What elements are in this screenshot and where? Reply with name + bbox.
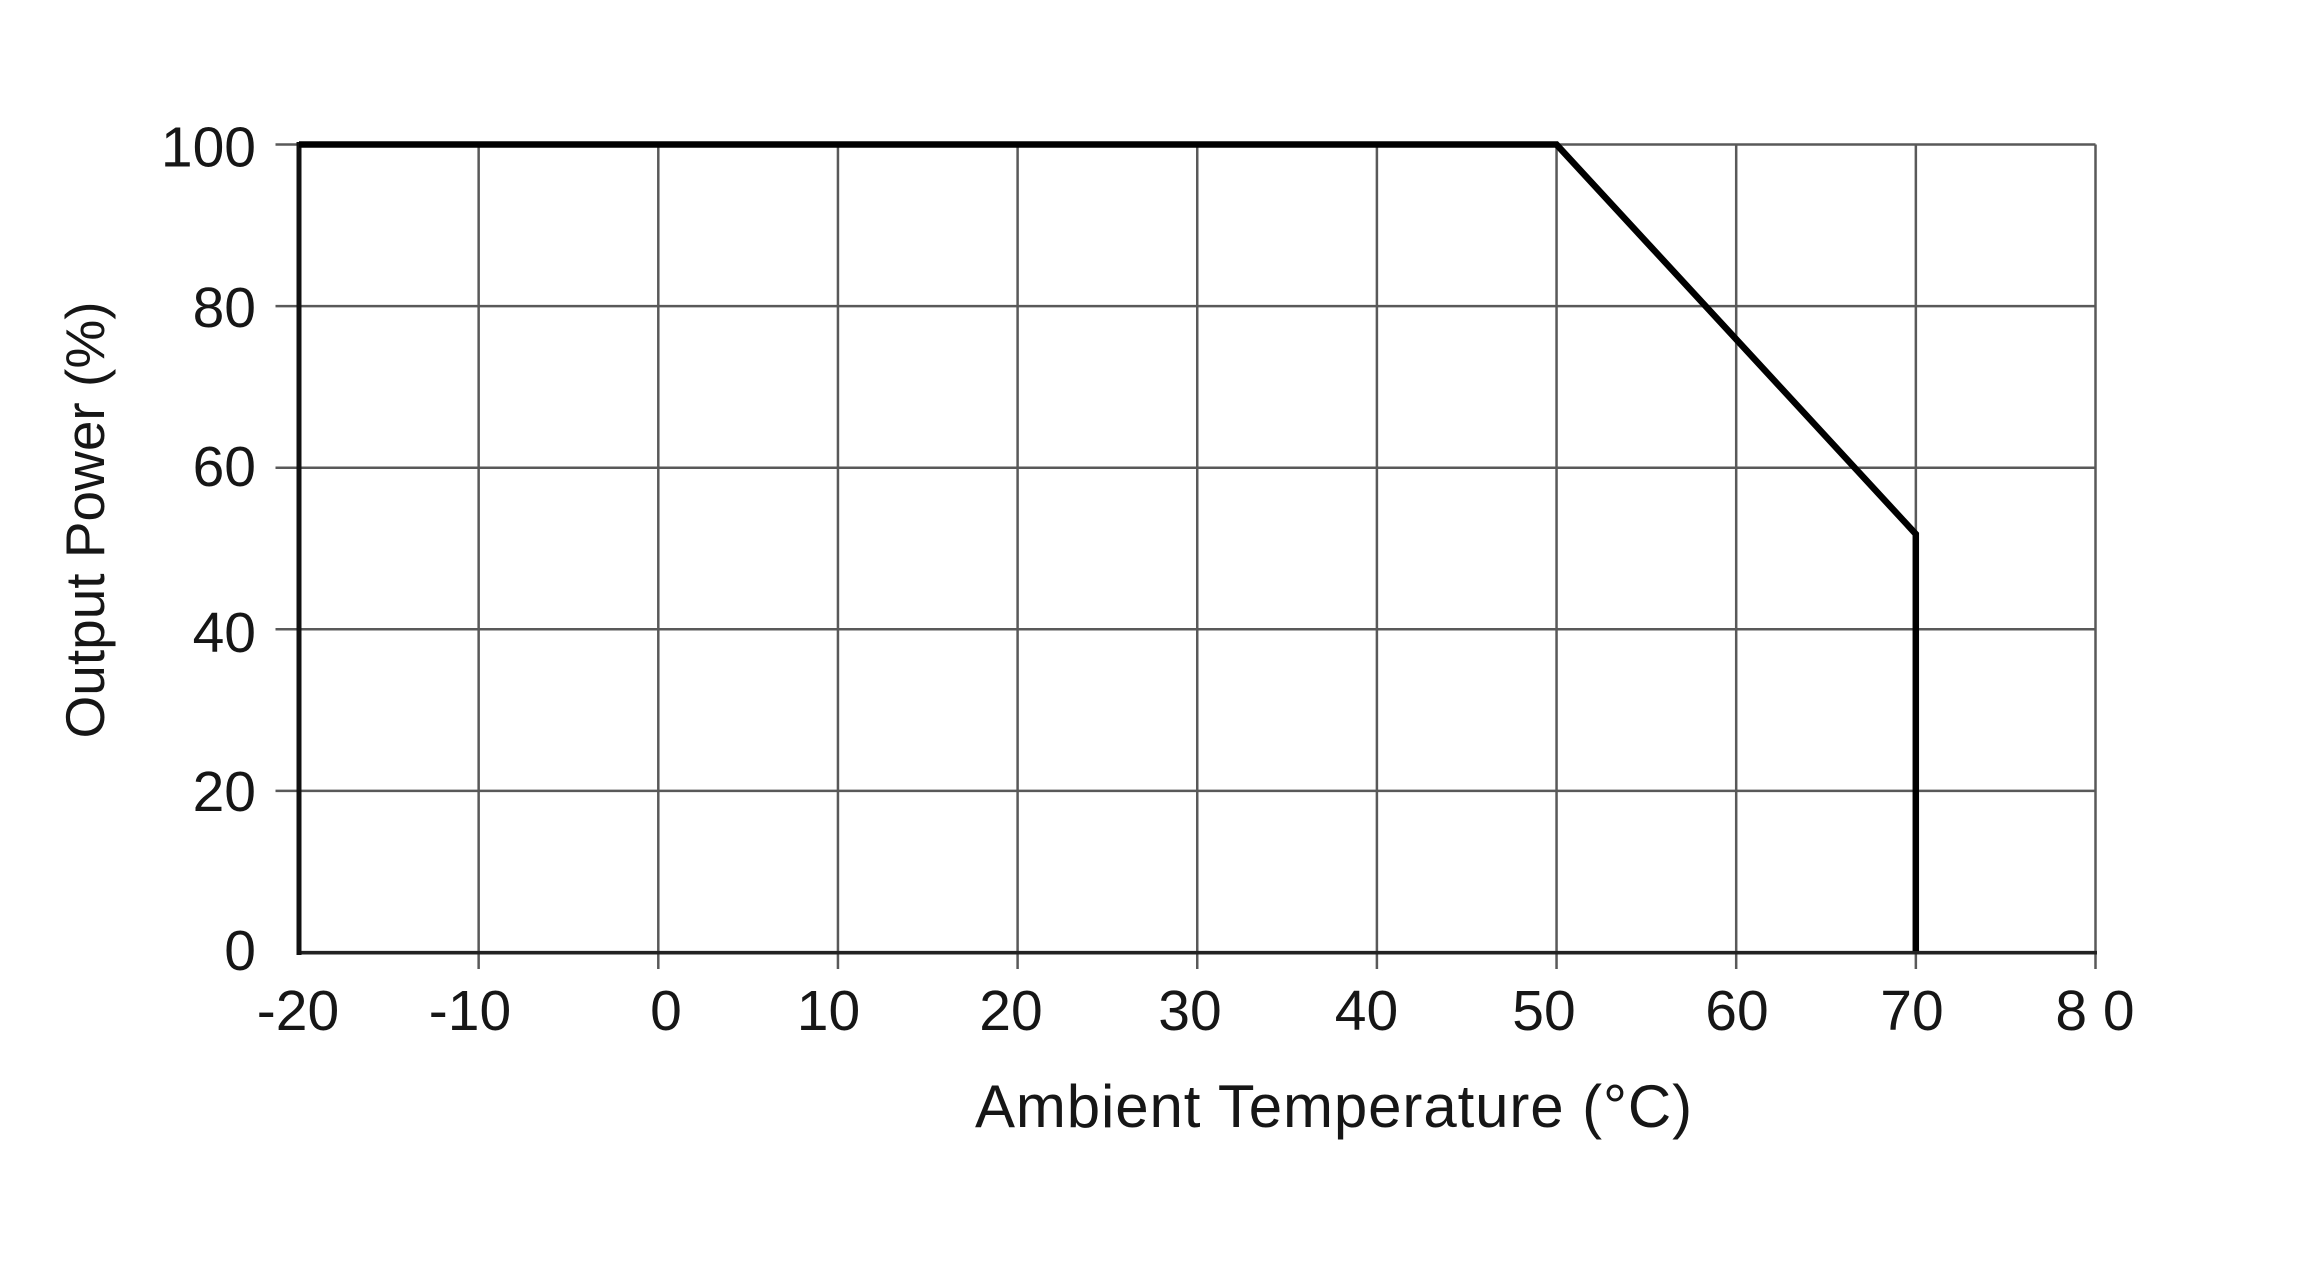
svg-text:100: 100 [161,116,256,180]
svg-text:Output Power (%): Output Power (%) [54,301,116,738]
svg-text:80: 80 [193,276,256,340]
svg-text:-20: -20 [257,979,339,1043]
svg-text:0: 0 [224,919,256,983]
svg-text:Ambient Temperature (°C): Ambient Temperature (°C) [975,1073,1693,1140]
svg-text:0: 0 [650,979,682,1043]
svg-text:60: 60 [193,435,256,499]
svg-text:8 0: 8 0 [2055,979,2134,1043]
svg-text:-10: -10 [429,979,511,1043]
svg-text:30: 30 [1158,979,1221,1043]
svg-text:40: 40 [1335,979,1398,1043]
svg-text:40: 40 [193,601,256,665]
svg-text:10: 10 [797,979,860,1043]
svg-text:20: 20 [193,760,256,824]
svg-text:50: 50 [1512,979,1575,1043]
svg-text:60: 60 [1705,979,1768,1043]
svg-text:70: 70 [1880,979,1943,1043]
svg-text:20: 20 [979,979,1042,1043]
